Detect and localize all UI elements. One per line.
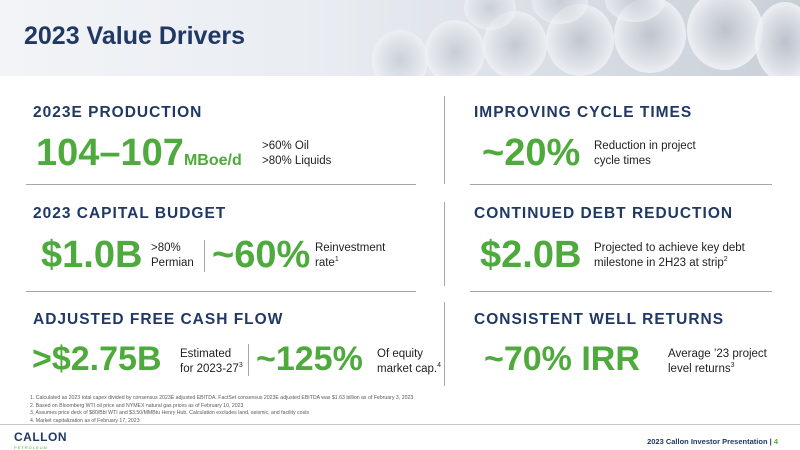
cycle-value: ~20% <box>482 132 581 174</box>
wells-note-line2: level returns3 <box>668 362 735 375</box>
page-title: 2023 Value Drivers <box>24 22 245 50</box>
equity-note-line1: Of equity <box>377 348 424 360</box>
wells-title: CONSISTENT WELL RETURNS <box>474 311 725 328</box>
reinvestment-line2: rate1 <box>315 256 339 269</box>
row-divider-left-1 <box>26 184 416 185</box>
equity-note-line2: market cap.4 <box>377 362 441 375</box>
wells-note: Average ’23 project level returns3 <box>668 347 767 377</box>
callon-logo: CALLON PETROLEUM <box>14 430 67 450</box>
logo-wordmark: CALLON <box>14 430 67 444</box>
footnote-ref-3a: 3 <box>238 362 243 370</box>
footnotes: 1. Calculated as 2023 total capex divide… <box>30 395 413 425</box>
header-banner: 2023 Value Drivers <box>0 0 800 76</box>
footnote-1: 1. Calculated as 2023 total capex divide… <box>30 395 414 401</box>
reinvestment-note: Reinvestment rate1 <box>315 241 385 271</box>
footer-separator: | <box>769 437 772 446</box>
production-title: 2023E PRODUCTION <box>33 104 203 121</box>
row-divider-left-2 <box>26 291 416 292</box>
fcf-note-line1: Estimated <box>180 348 232 360</box>
footnote-3: 3. Assumes price deck of $80/Bbl WTI and… <box>30 410 310 417</box>
reinvestment-value: ~60% <box>212 234 311 276</box>
production-note: >60% Oil >80% Liquids <box>262 139 331 169</box>
row-divider-right-1 <box>470 184 772 185</box>
debt-value: $2.0B <box>480 234 582 276</box>
debt-note: Projected to achieve key debt milestone … <box>594 241 745 271</box>
fcf-note: Estimated for 2023-273 <box>180 347 243 377</box>
footnote-ref-2: 2 <box>723 256 728 264</box>
footnote-ref-3b: 3 <box>730 362 735 370</box>
production-note-oil: >60% Oil <box>262 140 309 152</box>
footnote-4: 4. Market capitalization as of February … <box>30 417 140 424</box>
reinvestment-line1: Reinvestment <box>315 242 386 254</box>
wells-value: ~70% IRR <box>484 340 640 378</box>
capital-value: $1.0B <box>41 234 143 276</box>
column-divider-bottom <box>444 302 445 386</box>
debt-note-line1: Projected to achieve key debt <box>594 242 745 254</box>
debt-title: CONTINUED DEBT REDUCTION <box>474 205 734 222</box>
footnote-ref-4: 4 <box>437 362 441 370</box>
pipes-background-image <box>372 0 800 76</box>
capital-inner-divider <box>204 240 205 272</box>
cycle-note: Reduction in project cycle times <box>594 139 696 169</box>
production-unit: MBoe/d <box>183 152 242 169</box>
fcf-inner-divider <box>248 344 249 376</box>
capital-permian-line2: Permian <box>151 256 194 269</box>
presentation-name: 2023 Callon Investor Presentation <box>647 437 768 446</box>
footer-divider <box>0 424 800 425</box>
capital-title: 2023 CAPITAL BUDGET <box>33 205 227 222</box>
production-range: 104–107 <box>36 132 184 174</box>
fcf-value: >$2.75B <box>32 340 162 378</box>
production-value: 104–107MBoe/d <box>36 134 242 172</box>
fcf-title: ADJUSTED FREE CASH FLOW <box>33 311 284 328</box>
cycle-note-line1: Reduction in project <box>594 140 696 152</box>
footer-label: 2023 Callon Investor Presentation | 4 <box>647 437 778 446</box>
footnote-ref-1: 1 <box>334 256 339 264</box>
wells-note-line1: Average ’23 project <box>668 348 767 360</box>
capital-permian-line1: >80% <box>151 242 181 254</box>
debt-note-line2: milestone in 2H23 at strip2 <box>594 256 728 269</box>
cycle-title: IMPROVING CYCLE TIMES <box>474 104 693 121</box>
fcf-note-line2: for 2023-273 <box>180 362 243 375</box>
production-note-liquids: >80% Liquids <box>262 154 332 167</box>
row-divider-right-2 <box>470 291 772 292</box>
footnote-2: 2. Based on Bloomberg WTI oil price and … <box>30 402 244 409</box>
column-divider-top <box>444 96 445 184</box>
capital-permian-note: >80% Permian <box>151 241 194 271</box>
logo-subtext: PETROLEUM <box>14 445 48 450</box>
equity-note: Of equity market cap.4 <box>377 347 441 377</box>
cycle-note-line2: cycle times <box>594 154 651 167</box>
column-divider-middle <box>444 202 445 286</box>
equity-value: ~125% <box>256 340 363 378</box>
page-number: 4 <box>773 437 778 446</box>
